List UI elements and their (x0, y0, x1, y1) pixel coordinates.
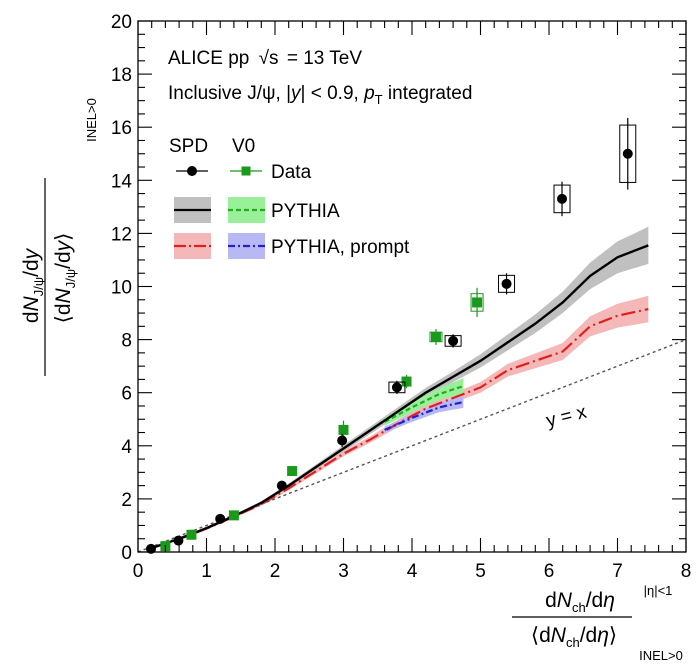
legend-head-v0: V0 (232, 136, 255, 157)
spd-data-syst-box (553, 184, 571, 214)
y-tick-label: 2 (121, 490, 132, 511)
y-axis-label-numerator: dNJ/ψ/dy (20, 247, 46, 323)
v0-data-point (401, 376, 412, 387)
y-tick-label: 12 (111, 224, 132, 245)
v0-data-point (430, 331, 441, 342)
x-tick-label: 5 (475, 561, 486, 582)
spd-data-point (391, 382, 402, 393)
pythia-spd-line (151, 244, 649, 550)
spd-data-syst-box (388, 381, 406, 394)
v0-data-point (472, 297, 483, 308)
x-axis-label: dNch/dη |η|<1 ⟨dNch/dη⟩ INEL>0 (512, 583, 683, 663)
spd-data-point (173, 535, 184, 546)
legend-prompt-label: PYTHIA, prompt (271, 237, 410, 258)
spd-data-point (557, 193, 568, 204)
x-tick-label: 2 (270, 561, 281, 582)
v0-data-point (228, 510, 239, 521)
legend-head-spd: SPD (169, 136, 208, 157)
y-axis-label: dNJ/ψ/dy ⟨dNJ/ψ/dy⟩ INEL>0 (20, 98, 99, 376)
x-tick-label: 1 (201, 561, 212, 582)
y-tick-label: 20 (111, 12, 132, 33)
spd-data-point (146, 543, 157, 554)
legend-v0-data-marker (241, 166, 251, 176)
v0-data-syst-box (470, 293, 484, 312)
spd-data-syst-box (498, 274, 516, 293)
chart-title: ALICE pp √s = 13 TeV (168, 48, 362, 69)
y-axis-label-denominator: ⟨dNJ/ψ/dy⟩ (52, 233, 78, 324)
spd-data-syst-box (619, 124, 637, 183)
data-points (146, 117, 637, 554)
x-tick-label: 4 (407, 561, 418, 582)
x-axis-label-superscript: |η|<1 (644, 583, 673, 598)
x-tick-label: 6 (544, 561, 555, 582)
spd-data-point (337, 435, 348, 446)
x-tick-label: 8 (681, 561, 692, 582)
spd-data-syst-box (444, 335, 462, 347)
y-tick-label: 16 (111, 118, 132, 139)
annotation-y-equals-x: y = x (544, 402, 589, 432)
x-axis-label-subscript: INEL>0 (639, 648, 683, 663)
legend-spd-data-marker (187, 166, 197, 176)
x-axis-label-denominator: ⟨dNch/dη⟩ (531, 624, 617, 650)
y-tick-label: 8 (121, 331, 132, 352)
y-tick-label: 18 (111, 65, 132, 86)
legend-data-label: Data (271, 162, 312, 183)
y-tick-label: 4 (121, 437, 132, 458)
y-tick-label: 6 (121, 384, 132, 405)
x-tick-label: 0 (133, 561, 144, 582)
spd-data-point (448, 335, 459, 346)
y-tick-label: 0 (121, 543, 132, 564)
y-tick-label: 14 (111, 171, 133, 192)
v0-data-point (338, 424, 349, 435)
v0-data-point (186, 529, 197, 540)
spd-data-point (215, 513, 226, 524)
pythia-spd-band (151, 226, 649, 549)
v0-data-point (287, 466, 298, 477)
pythia-v0-line (384, 385, 464, 423)
spd-data-point (501, 278, 512, 289)
x-tick-label: 3 (338, 561, 349, 582)
y-tick-label: 10 (111, 278, 132, 299)
chart-subtitle: Inclusive J/ψ, |y| < 0.9, pT integrated (168, 83, 472, 107)
x-tick-label: 7 (612, 561, 623, 582)
spd-data-point (622, 148, 633, 159)
y-axis-label-subscript: INEL>0 (84, 98, 99, 142)
spd-data-point (276, 480, 287, 491)
pythia-prompt-v0-line (384, 400, 464, 431)
x-axis-label-numerator: dNch/dη (545, 589, 615, 615)
legend-pythia-label: PYTHIA (271, 201, 340, 222)
